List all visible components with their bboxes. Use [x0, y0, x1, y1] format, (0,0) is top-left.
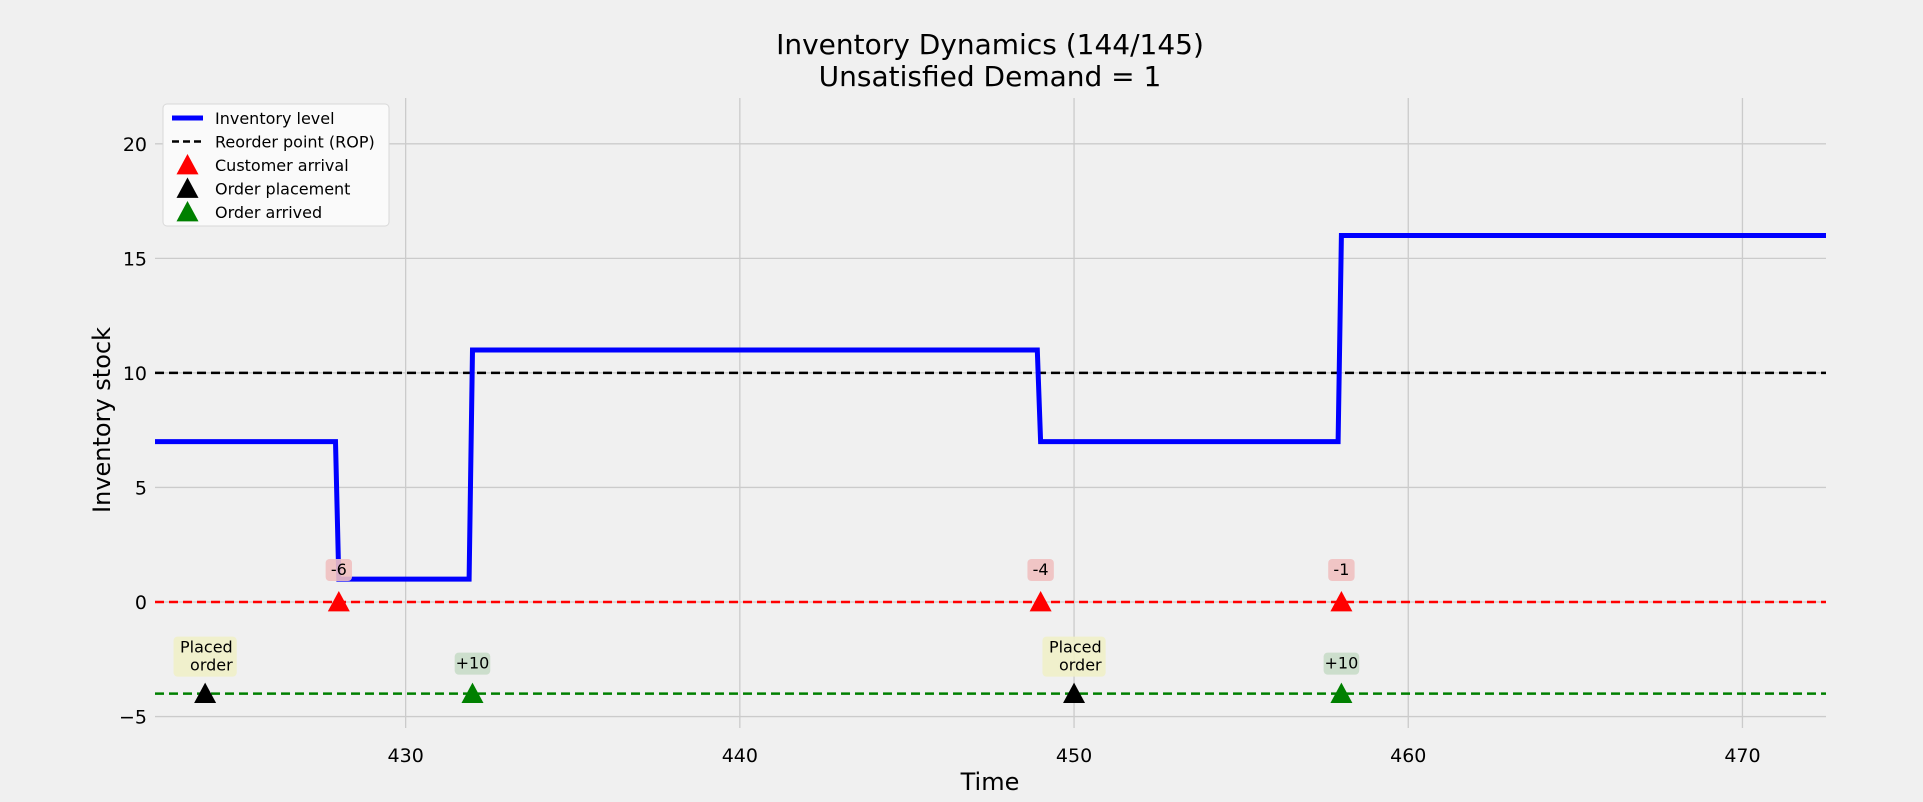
- customer-arrival-label-box: [325, 559, 353, 581]
- y-tick-label: 5: [135, 477, 147, 499]
- y-tick-label: 20: [123, 134, 147, 156]
- customer-arrival-marker: [327, 591, 350, 612]
- x-tick-label: 470: [1724, 745, 1760, 767]
- order-arrived-label-box: [1323, 652, 1360, 675]
- order-placement-label: order: [1059, 656, 1102, 675]
- customer-arrival-marker: [1029, 591, 1052, 612]
- legend-label: Customer arrival: [215, 156, 349, 175]
- legend-box: [162, 103, 390, 227]
- legend-label: Order placement: [215, 180, 350, 199]
- order-arrived-label: +10: [456, 654, 490, 673]
- legend-key-triangle: [176, 201, 199, 222]
- order-arrived-marker: [1330, 682, 1353, 703]
- axis-ticks: 430 440 450 460 470 −5 0 5 10 15 20: [119, 134, 1761, 767]
- y-tick-label: 0: [135, 592, 147, 614]
- y-tick-label: −5: [119, 707, 147, 729]
- customer-arrival-label-box: [1328, 559, 1355, 581]
- event-markers: [194, 591, 1353, 703]
- legend: Inventory level Reorder point (ROP) Custom…: [162, 103, 390, 227]
- x-tick-label: 450: [1056, 745, 1092, 767]
- customer-arrival-label-box: [1027, 559, 1054, 581]
- customer-arrival-label: -4: [1033, 560, 1049, 579]
- inventory-series: [155, 233, 1826, 582]
- customer-arrival-label: -6: [331, 560, 347, 579]
- chart-title-line1: Inventory Dynamics (144/145): [776, 28, 1204, 61]
- x-tick-label: 440: [722, 745, 758, 767]
- order-placement-label-box: [173, 636, 237, 677]
- customer-arrival-marker: [1330, 591, 1353, 612]
- x-tick-label: 460: [1390, 745, 1426, 767]
- customer-arrival-label: -1: [1333, 560, 1349, 579]
- legend-label: Order arrived: [215, 203, 322, 222]
- legend-label: Inventory level: [215, 109, 335, 128]
- x-axis-label: Time: [960, 768, 1020, 796]
- order-placement-label: Placed: [180, 638, 233, 657]
- legend-key-triangle: [176, 177, 199, 198]
- x-tick-label: 430: [388, 745, 424, 767]
- order-placement-marker: [1063, 682, 1086, 703]
- chart-title-line2: Unsatisfied Demand = 1: [819, 60, 1162, 93]
- order-placement-label-box: [1042, 636, 1106, 677]
- y-tick-label: 15: [123, 248, 147, 270]
- order-arrived-label-box: [454, 652, 491, 675]
- order-arrived-marker: [461, 682, 484, 703]
- inventory-level-line: [155, 233, 1826, 582]
- y-axis-label: Inventory stock: [88, 327, 116, 513]
- order-placement-marker: [194, 682, 217, 703]
- y-tick-label: 10: [123, 363, 147, 385]
- order-arrived-label: +10: [1325, 654, 1359, 673]
- legend-key-triangle: [176, 154, 199, 175]
- grid: [155, 98, 1826, 728]
- order-placement-label: Placed: [1049, 638, 1102, 657]
- legend-label: Reorder point (ROP): [215, 133, 375, 152]
- reference-lines: [155, 371, 1826, 695]
- order-placement-label: order: [190, 656, 233, 675]
